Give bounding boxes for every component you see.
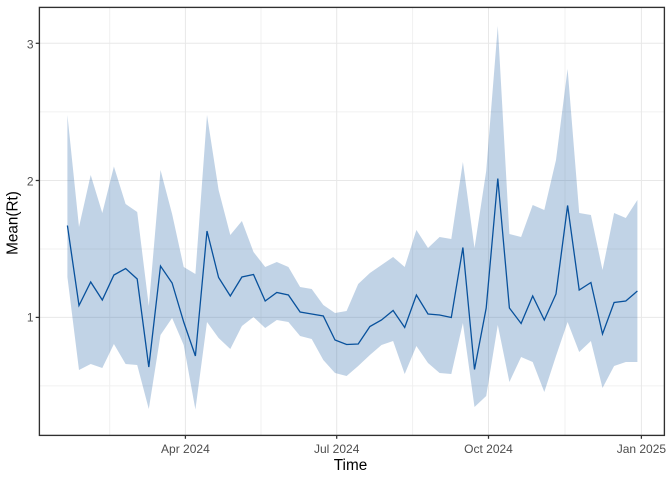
svg-text:3: 3	[27, 38, 34, 52]
svg-text:Apr 2024: Apr 2024	[161, 442, 210, 456]
svg-text:2: 2	[27, 175, 34, 189]
svg-text:1: 1	[27, 311, 34, 325]
svg-text:Jan 2025: Jan 2025	[617, 442, 667, 456]
svg-text:Time: Time	[334, 457, 367, 474]
svg-text:Oct 2024: Oct 2024	[464, 442, 513, 456]
svg-text:Mean(Rt): Mean(Rt)	[5, 191, 22, 255]
svg-text:Jul 2024: Jul 2024	[314, 442, 360, 456]
